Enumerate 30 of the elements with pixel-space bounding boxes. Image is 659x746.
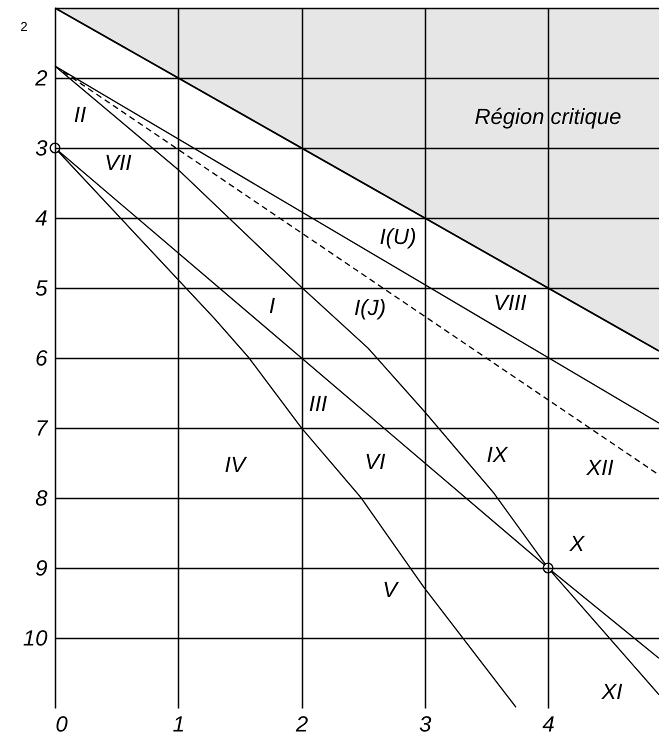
annotation: V (382, 577, 400, 602)
annotation: VIII (493, 290, 527, 315)
annotation: Région critique (474, 104, 622, 129)
annotation: III (308, 391, 328, 416)
annotation: IX (486, 442, 509, 467)
annotation: XII (586, 455, 614, 480)
annotation: I(J) (354, 295, 386, 320)
text: 2 (20, 19, 28, 34)
annotation: XI (600, 679, 622, 704)
x-tick-label: 0 (56, 712, 68, 736)
annotation: II (74, 102, 86, 127)
x-tick-label: 2 (294, 712, 308, 736)
y-tick-label: 4 (35, 206, 48, 230)
y-tick-label: 2 (34, 66, 48, 90)
x-tick-label: 1 (172, 712, 185, 736)
y-tick-label: 8 (35, 486, 48, 510)
annotation: I(U) (380, 224, 416, 249)
y-tick-label: 9 (35, 556, 48, 580)
annotation: X (568, 531, 586, 556)
y-tick-label: 5 (35, 276, 48, 300)
y-tick-label: 7 (35, 416, 48, 440)
x-tick-label: 4 (542, 712, 555, 736)
y-tick-label: 6 (35, 346, 48, 370)
annotation: VI (364, 449, 386, 474)
annotation: IV (224, 452, 248, 477)
annotation: VII (104, 150, 132, 175)
y-tick-label: 3 (35, 136, 48, 160)
x-tick-label: 3 (419, 712, 432, 736)
y-tick-label: 10 (23, 626, 48, 650)
annotation: I (268, 293, 276, 318)
